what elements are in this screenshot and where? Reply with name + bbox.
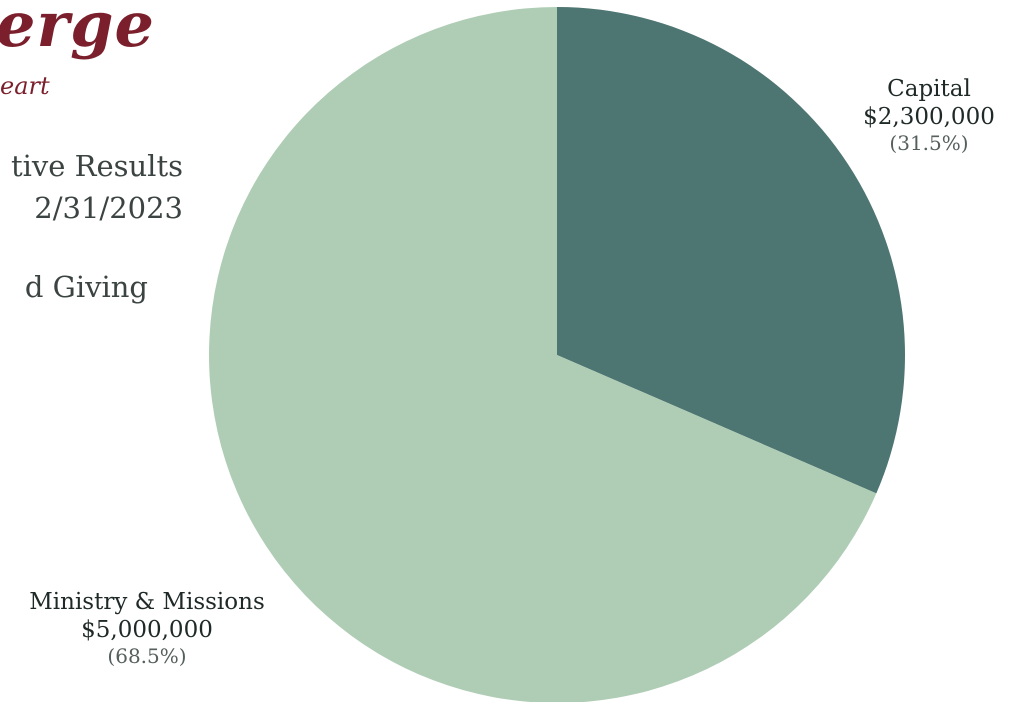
logo-wordmark: erge xyxy=(0,0,155,61)
slice-label-capital-name: Capital xyxy=(887,76,971,102)
slice-label-capital-value: $2,300,000 xyxy=(863,104,995,131)
pie-slice-capital xyxy=(557,7,905,494)
slice-label-ministry-percent: (68.5%) xyxy=(107,644,187,669)
logo-tagline: eart xyxy=(0,72,50,100)
pie-slice-ministry-missions xyxy=(209,7,877,702)
slice-label-capital-percent: (31.5%) xyxy=(889,131,969,156)
heading-line-3: d Giving xyxy=(24,270,148,304)
slice-label-ministry: Ministry & Missions $5,000,000 (68.5%) xyxy=(8,588,286,668)
slice-label-ministry-value: $5,000,000 xyxy=(81,617,213,644)
slice-label-capital: Capital $2,300,000 (31.5%) xyxy=(849,75,1009,155)
slice-label-ministry-name: Ministry & Missions xyxy=(29,589,265,615)
heading-line-2: 2/31/2023 xyxy=(34,191,183,225)
heading-line-1: tive Results xyxy=(10,149,183,183)
